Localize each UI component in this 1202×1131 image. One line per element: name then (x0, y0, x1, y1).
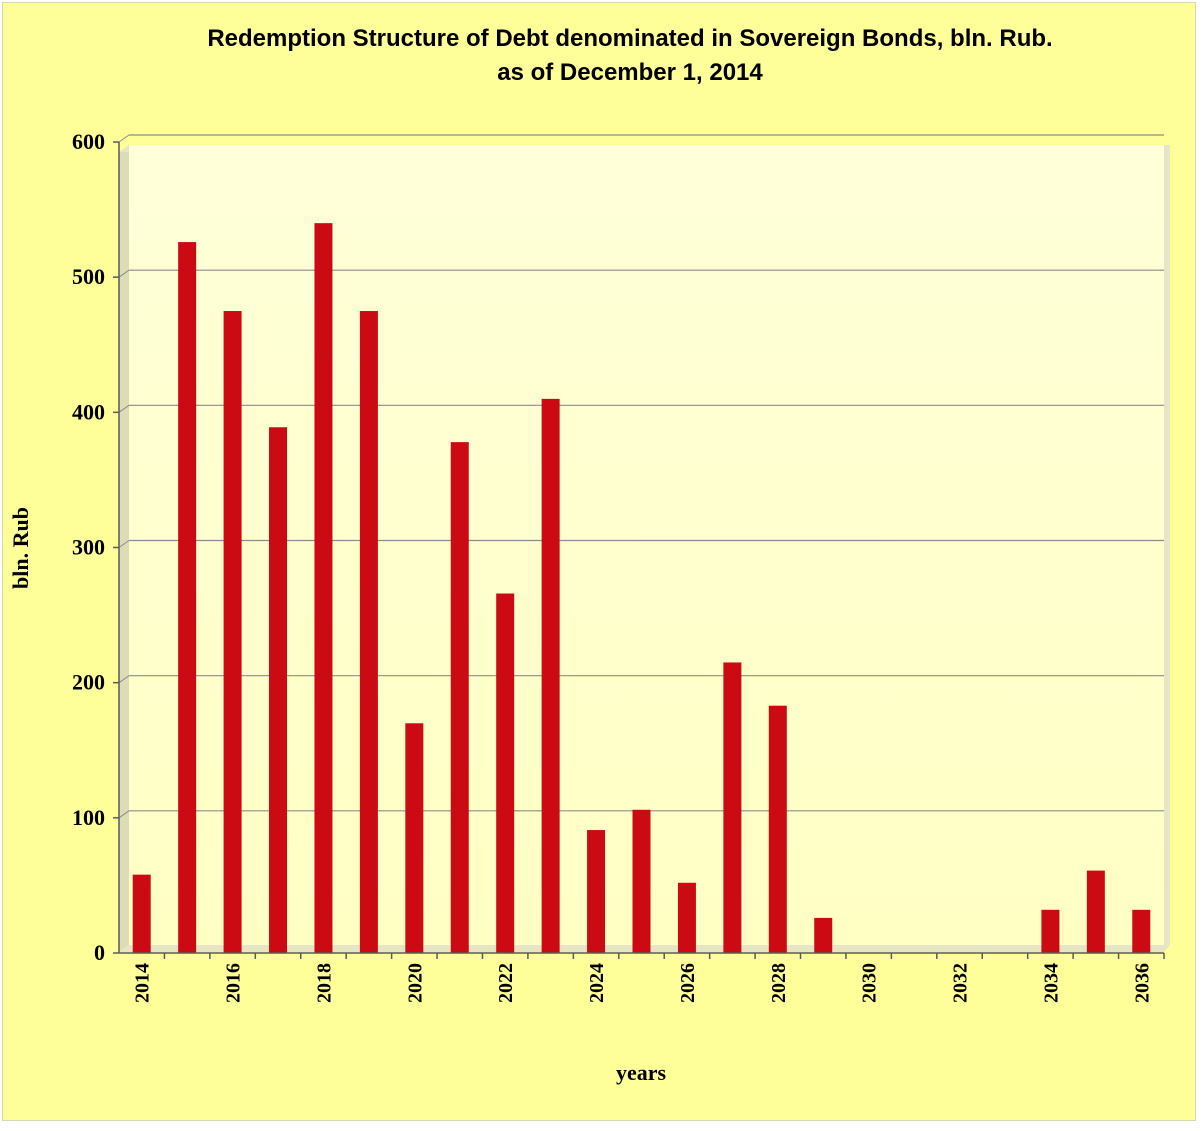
bar-2036 (1132, 909, 1151, 953)
bar-2024 (587, 830, 606, 953)
bar-2026 (677, 882, 696, 953)
bar-2028 (768, 705, 787, 953)
x-axis-label: years (616, 1060, 667, 1085)
bar-2021 (450, 442, 469, 953)
y-tick-label: 500 (72, 264, 105, 289)
bar-2034 (1041, 909, 1060, 953)
bar-2018 (314, 223, 333, 953)
bar-2025 (632, 809, 651, 953)
y-tick-label: 0 (94, 940, 105, 965)
bar-2014 (132, 874, 151, 953)
grid-line-depth (118, 675, 130, 684)
grid-line-depth (118, 269, 130, 278)
grid-line-depth (118, 810, 130, 819)
y-ticks: 0 100 200 300 400 500 600 (72, 129, 119, 965)
x-tick-label: 2014 (132, 963, 154, 1003)
chart-title-line-2: as of December 1, 2014 (497, 59, 763, 86)
x-tick-label: 2034 (1040, 963, 1062, 1003)
chart-title-line-1: Redemption Structure of Debt denominated… (207, 25, 1053, 52)
y-tick-label: 600 (72, 129, 105, 154)
y-tick-label: 300 (72, 535, 105, 560)
right-edge (1164, 145, 1170, 952)
bar-2020 (405, 723, 424, 953)
x-tick-label: 2030 (859, 963, 881, 1003)
bar-2029 (814, 917, 833, 953)
x-tick-label: 2016 (223, 963, 245, 1003)
chart-title: Redemption Structure of Debt denominated… (0, 22, 1202, 90)
grid-line-depth (118, 134, 130, 143)
y-tick-label: 100 (72, 805, 105, 830)
bars (132, 223, 1151, 954)
y-tick-label: 200 (72, 670, 105, 695)
left-wall (119, 145, 129, 952)
x-tick-label: 2022 (495, 963, 517, 1003)
grid-lines (118, 134, 1164, 819)
y-tick-label: 400 (72, 399, 105, 424)
x-tick-label: 2036 (1131, 963, 1153, 1003)
grid-line-depth (118, 404, 130, 413)
x-tick-label: 2020 (404, 963, 426, 1003)
bar-2022 (496, 593, 515, 953)
bar-2015 (178, 242, 197, 953)
bar-2016 (223, 311, 242, 954)
x-tick-label: 2026 (677, 963, 699, 1003)
x-tick-label: 2024 (586, 963, 608, 1003)
x-tick-label: 2018 (313, 963, 335, 1003)
bar-2023 (541, 398, 560, 953)
x-tick-label: 2032 (950, 963, 972, 1003)
x-ticks: 2014 2016 2018 2020 2022 2024 2026 2028 2030 2032… (132, 953, 1165, 1003)
bar-2035 (1086, 870, 1105, 953)
grid-line-depth (118, 540, 130, 548)
y-axis-label: bln. Rub (8, 507, 33, 589)
x-tick-label: 2028 (768, 963, 790, 1003)
bar-2017 (269, 427, 288, 953)
bar-2019 (359, 311, 378, 954)
bar-2027 (723, 662, 742, 953)
